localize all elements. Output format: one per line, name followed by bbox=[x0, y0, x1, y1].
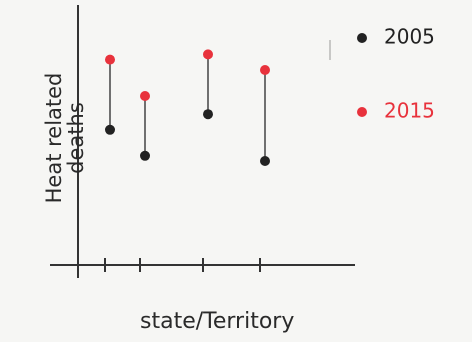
point bbox=[105, 124, 115, 135]
legend-label: 2005 bbox=[384, 25, 435, 49]
legend-marker bbox=[357, 33, 367, 43]
point bbox=[140, 91, 150, 101]
x-axis-label: state/Territory bbox=[140, 309, 294, 334]
point bbox=[203, 49, 213, 60]
point bbox=[105, 54, 115, 65]
legend-label: 2015 bbox=[384, 99, 435, 123]
point bbox=[203, 109, 213, 120]
point bbox=[260, 156, 270, 166]
legend-marker bbox=[357, 107, 367, 117]
point bbox=[140, 150, 150, 161]
y-axis-label: Heat related deaths bbox=[42, 72, 88, 204]
point bbox=[260, 65, 270, 75]
